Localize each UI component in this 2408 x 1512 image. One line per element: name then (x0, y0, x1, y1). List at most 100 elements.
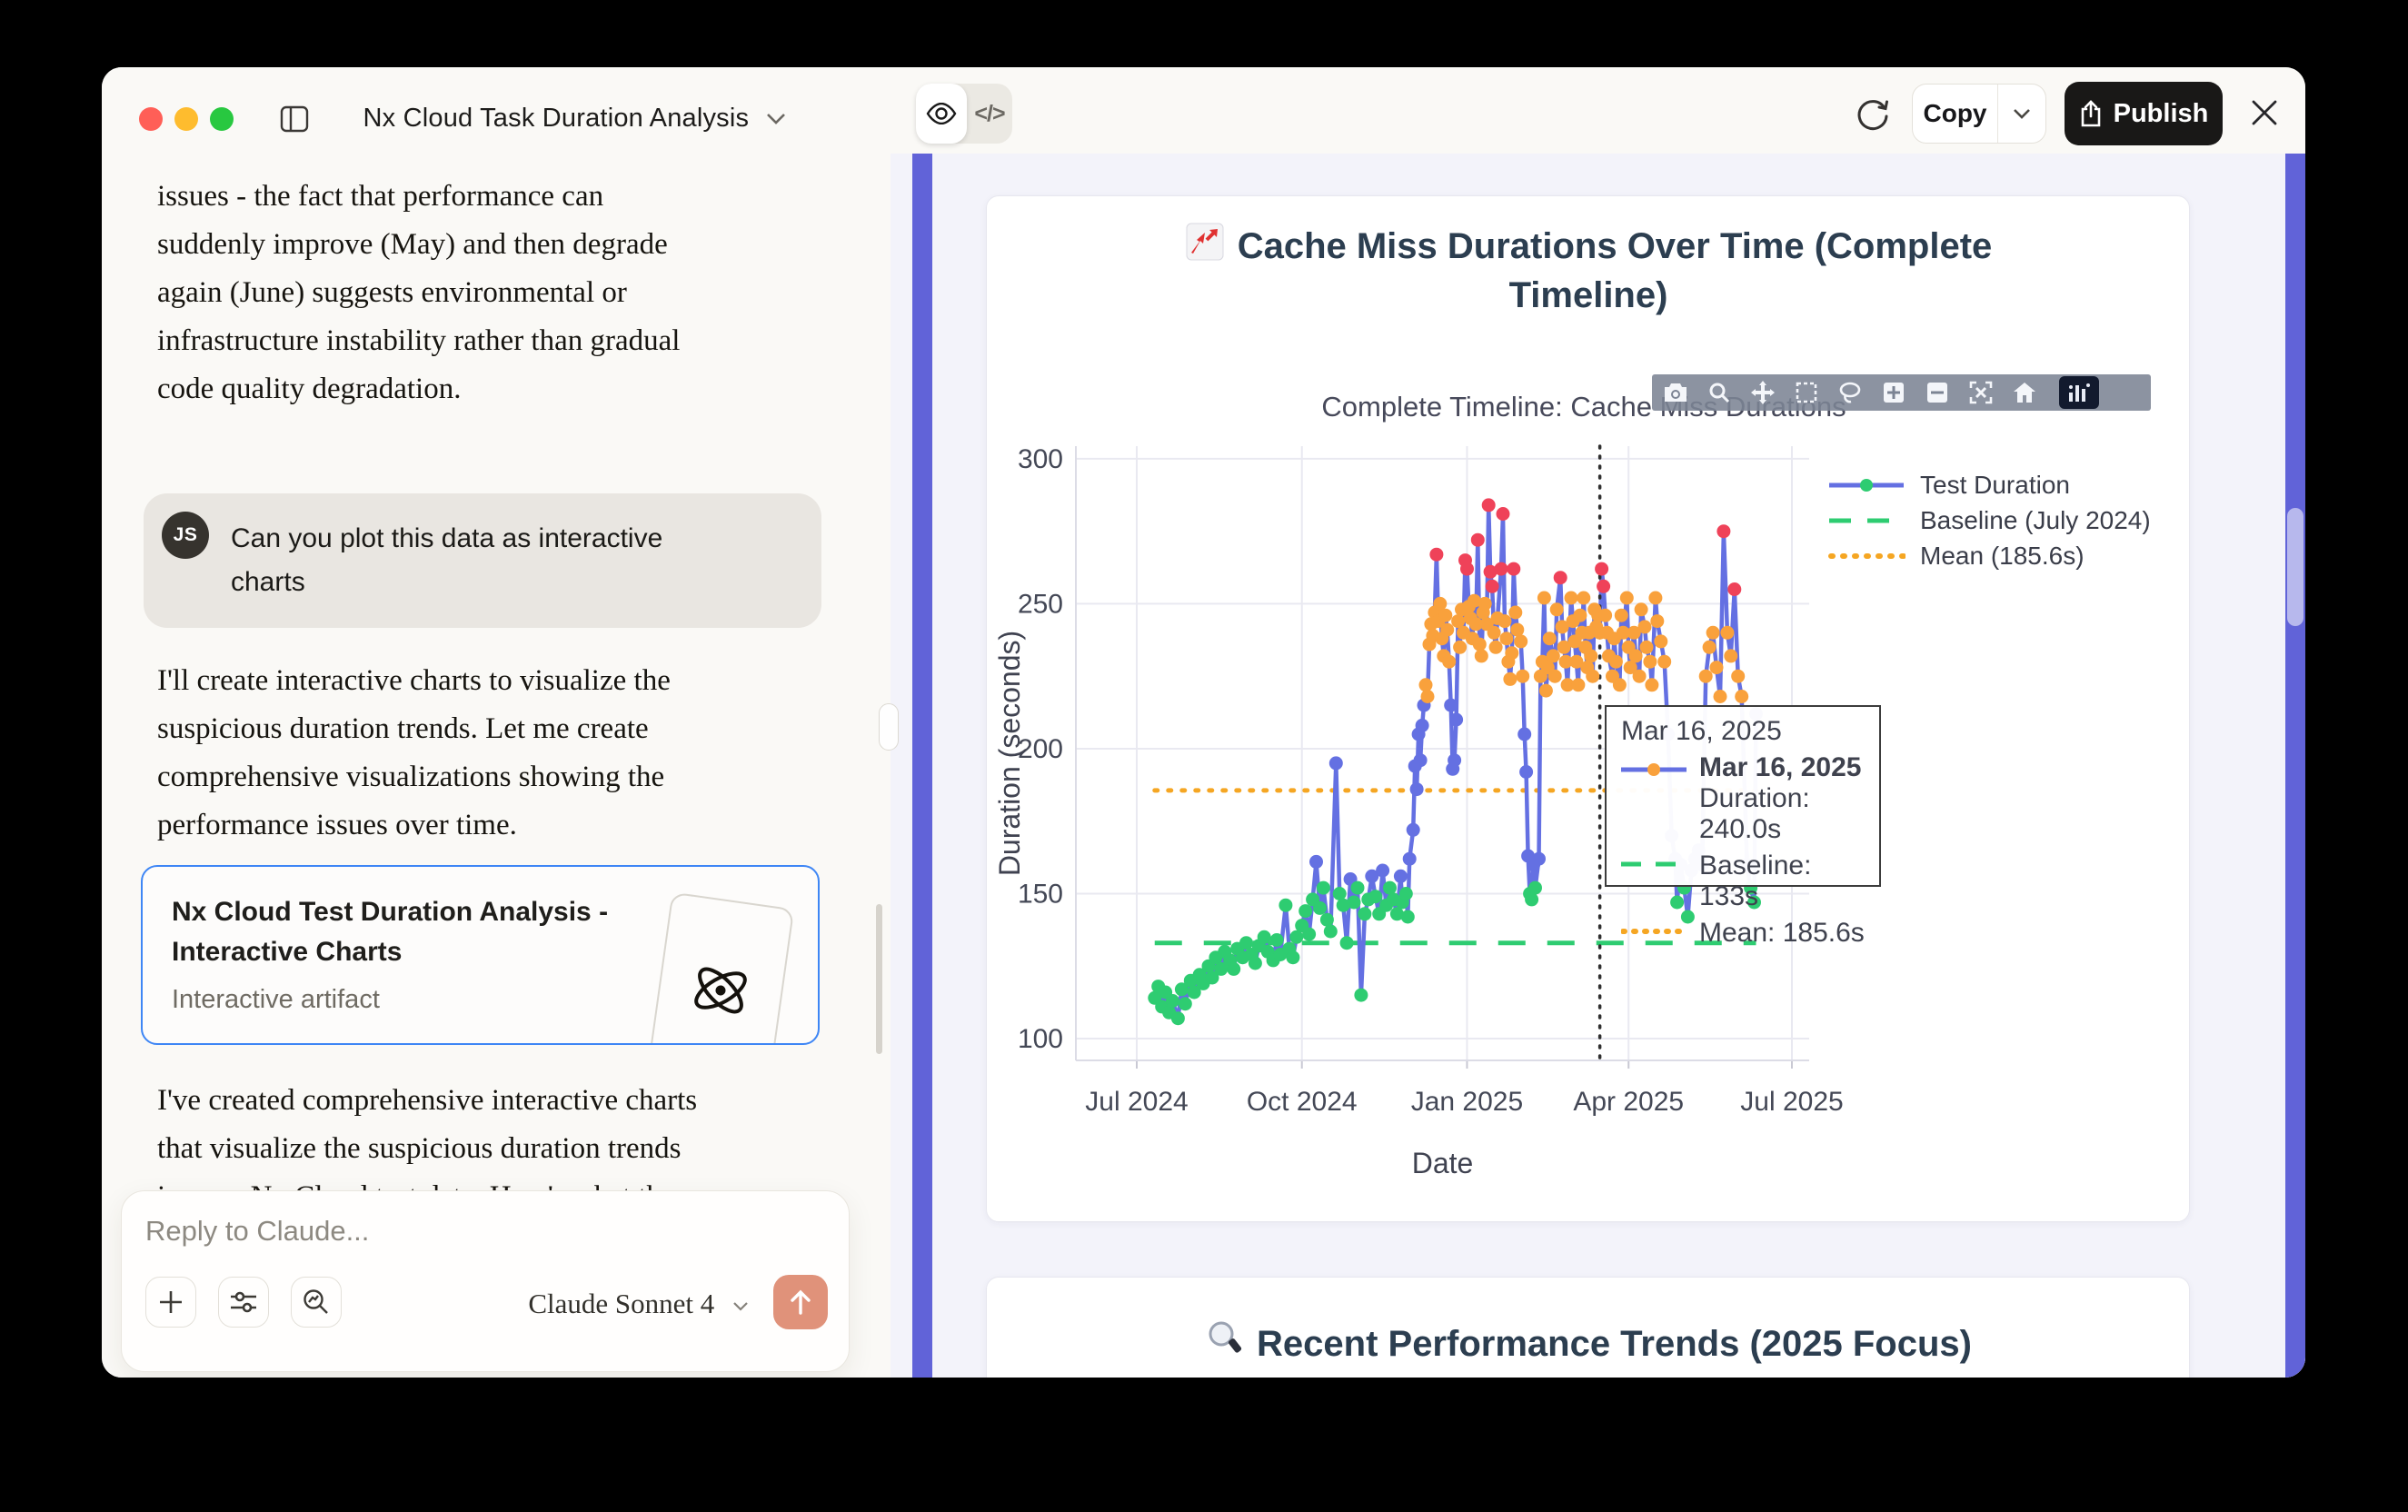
artifact-preview-card[interactable]: Nx Cloud Test Duration Analysis - Intera… (141, 865, 820, 1045)
eye-icon (926, 103, 957, 124)
tooltip-date: Mar 16, 2025 (1621, 716, 1782, 746)
preview-tab[interactable] (916, 84, 967, 144)
box-select-icon[interactable] (1788, 377, 1825, 408)
trends-card: Recent Performance Trends (2025 Focus) (986, 1277, 2190, 1378)
chart-card: Cache Miss Durations Over Time (Complete… (986, 195, 2190, 1222)
zoom-in-icon[interactable] (1876, 377, 1912, 408)
legend-item-test-duration[interactable]: Test Duration (1827, 467, 2182, 502)
tooltip-baseline-swatch (1621, 850, 1687, 912)
svg-text:Jul 2024: Jul 2024 (1085, 1087, 1188, 1117)
model-selector[interactable]: Claude Sonnet 4 (485, 1288, 749, 1320)
tools-button[interactable] (218, 1277, 269, 1328)
plus-icon (160, 1291, 182, 1313)
artifact-title: Nx Cloud Test Duration Analysis - Intera… (172, 897, 609, 967)
code-tab[interactable]: </> (974, 100, 1005, 126)
user-message-text: Can you plot this data as interactive ch… (231, 523, 663, 597)
plotly-logo-icon[interactable] (2059, 376, 2099, 409)
chart-increasing-icon (1186, 223, 1224, 261)
svg-text:250: 250 (1018, 589, 1063, 619)
publish-label: Publish (2113, 98, 2209, 128)
plotly-modebar (1652, 374, 2151, 411)
tooltip-series-swatch (1621, 752, 1687, 845)
reset-axes-home-icon[interactable] (2006, 377, 2043, 408)
zoom-out-icon[interactable] (1919, 377, 1955, 408)
conversation-title-label: Nx Cloud Task Duration Analysis (363, 104, 750, 133)
reply-composer[interactable]: Reply to Claude... C (121, 1190, 850, 1372)
artifact-thumbnail (646, 891, 795, 1043)
svg-text:Apr 2025: Apr 2025 (1573, 1087, 1684, 1117)
chart-legend: Test Duration Baseline (July 2024) Mean … (1827, 467, 2182, 573)
autoscale-icon[interactable] (1963, 377, 1999, 408)
lasso-select-icon[interactable] (1832, 377, 1868, 408)
user-avatar: JS (162, 512, 209, 559)
sidebar-toggle-icon[interactable] (280, 104, 309, 134)
svg-text:Date: Date (1412, 1147, 1474, 1179)
right-accent-strip (2285, 154, 2305, 1378)
copy-options-button[interactable] (1998, 85, 2045, 143)
chart-title-text: Cache Miss Durations Over Time (Complete… (1237, 226, 1993, 315)
chart-card-title: Cache Miss Durations Over Time (Complete… (1116, 222, 2061, 320)
dot-swatch (1828, 552, 1906, 559)
svg-text:Oct 2024: Oct 2024 (1247, 1087, 1358, 1117)
search-trend-icon (303, 1289, 328, 1314)
app-window: Nx Cloud Task Duration Analysis issues -… (102, 67, 2305, 1378)
sliders-icon (231, 1291, 256, 1313)
close-artifact-button[interactable] (2246, 94, 2283, 131)
svg-text:Jan 2025: Jan 2025 (1411, 1087, 1523, 1117)
left-accent-strip (912, 154, 932, 1378)
chevron-down-icon (2014, 108, 2030, 119)
arrow-up-icon (791, 1289, 811, 1315)
legend-item-baseline[interactable]: Baseline (July 2024) (1827, 502, 2182, 538)
svg-text:Jul 2025: Jul 2025 (1740, 1087, 1843, 1117)
legend-label: Mean (185.6s) (1920, 541, 2085, 570)
chat-scrollbar-thumb[interactable] (876, 904, 882, 1054)
preview-code-toggle: </> (916, 84, 1012, 144)
tooltip-mean: Mean: 185.6s (1699, 918, 1865, 948)
legend-item-mean[interactable]: Mean (185.6s) (1827, 538, 2182, 573)
user-message-bubble: JS Can you plot this data as interactive… (144, 493, 821, 628)
share-icon (2081, 100, 2100, 127)
artifact-panel: </> Copy Publish (891, 67, 2305, 1378)
tooltip-mean-swatch (1621, 918, 1687, 949)
svg-text:300: 300 (1018, 444, 1063, 474)
svg-text:150: 150 (1018, 879, 1063, 909)
conversation-title[interactable]: Nx Cloud Task Duration Analysis (320, 104, 829, 134)
publish-button[interactable]: Publish (2065, 82, 2223, 145)
pan-icon[interactable] (1745, 377, 1781, 408)
tooltip-trace-title: Mar 16, 2025 (1699, 752, 1862, 782)
copy-button[interactable]: Copy (1913, 85, 1998, 143)
tooltip-duration: Duration: 240.0s (1699, 783, 1810, 844)
svg-text:100: 100 (1018, 1024, 1063, 1054)
timeline-chart: Jul 2024 Oct 2024 Jan 2025 Apr 2025 Jul 2025… (993, 444, 1844, 1179)
close-icon (2252, 100, 2277, 125)
trends-title-text: Recent Performance Trends (2025 Focus) (1257, 1324, 1972, 1364)
research-button[interactable] (291, 1277, 342, 1328)
chat-panel: Nx Cloud Task Duration Analysis issues -… (102, 67, 891, 1378)
window-minimize-light[interactable] (174, 107, 198, 131)
window-zoom-light[interactable] (210, 107, 234, 131)
reply-input[interactable]: Reply to Claude... (145, 1215, 370, 1247)
dash-swatch (1829, 518, 1904, 522)
copy-split-button: Copy (1912, 84, 2046, 144)
assistant-paragraph: issues - the fact that performance can s… (157, 180, 681, 405)
tooltip-baseline: Baseline: 133s (1699, 850, 1812, 911)
attach-button[interactable] (145, 1277, 196, 1328)
chevron-down-icon (766, 114, 785, 125)
svg-text:200: 200 (1018, 734, 1063, 764)
hover-tooltip: Mar 16, 2025 Mar 16, 2025 Duration: 240.… (1605, 705, 1881, 948)
zoom-icon[interactable] (1701, 377, 1737, 408)
refresh-button[interactable] (1854, 94, 1892, 133)
assistant-response: I'll create interactive charts to visual… (157, 664, 671, 841)
artifact-scrollbar-thumb[interactable] (2287, 508, 2304, 626)
panel-resize-handle[interactable] (879, 703, 899, 751)
magnifier-icon (1209, 1321, 1242, 1353)
send-button[interactable] (773, 1275, 828, 1329)
model-label: Claude Sonnet 4 (528, 1288, 715, 1319)
trends-card-title: Recent Performance Trends (2025 Focus) (987, 1319, 2191, 1368)
svg-text:Duration (seconds): Duration (seconds) (993, 631, 1026, 876)
legend-label: Test Duration (1920, 470, 2070, 499)
window-close-light[interactable] (139, 107, 163, 131)
legend-label: Baseline (July 2024) (1920, 505, 2151, 534)
camera-icon[interactable] (1657, 377, 1694, 408)
